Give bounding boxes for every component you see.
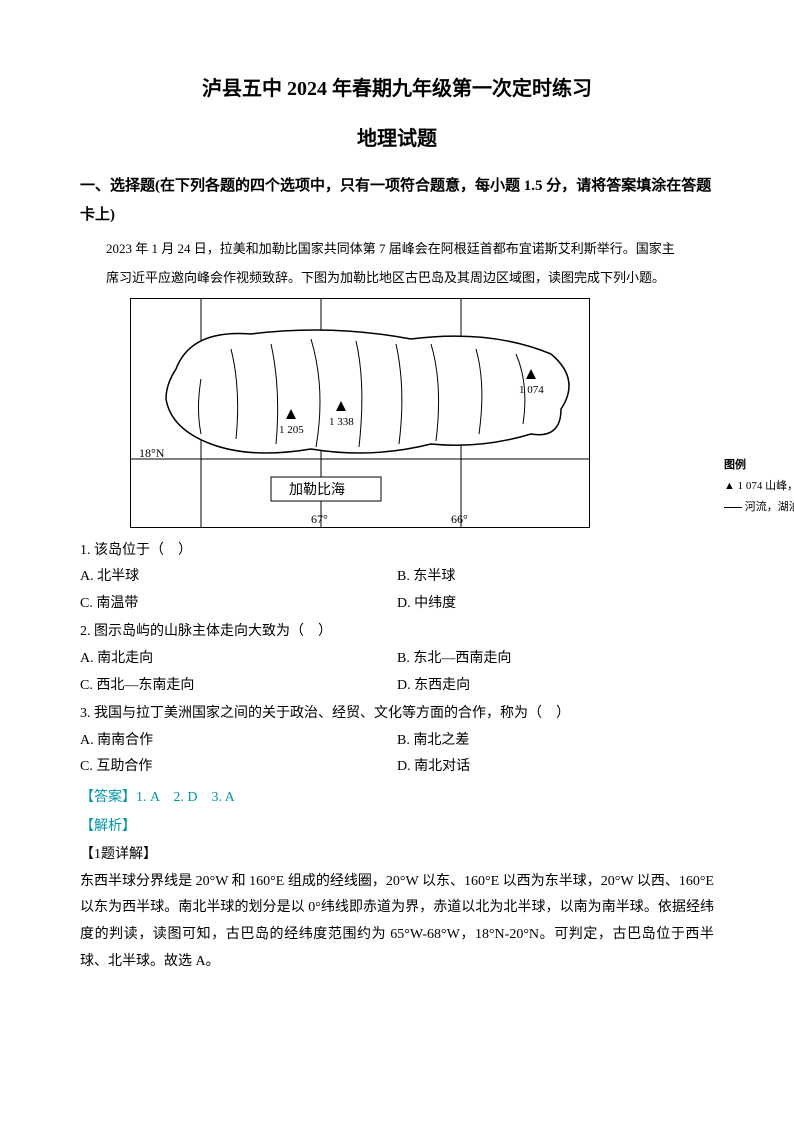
section-1-heading: 一、选择题(在下列各题的四个选项中，只有一项符合题意，每小题 1.5 分，请将答… [80,172,714,229]
peak-1074: 1 074 [519,384,544,396]
explain-1-body: 东西半球分界线是 20°W 和 160°E 组成的经线圈，20°W 以东、160… [80,869,714,975]
exam-title-sub: 地理试题 [80,120,714,158]
q2-stem: 2. 图示岛屿的山脉主体走向大致为（ ） [80,619,714,646]
explain-1-head: 【1题详解】 [80,842,714,869]
legend-river-label: 河流，湖泊 [745,501,794,513]
q1-opt-b: B. 东半球 [397,564,714,591]
sea-label: 加勒比海 [289,482,345,498]
map-legend: 图例 ▲ 1 074 山峰，海拔/m 河流，湖泊 [724,455,794,518]
lon-67: 67° [311,512,328,526]
q1-stem: 1. 该岛位于（ ） [80,538,714,565]
map-container: 1 205 1 338 1 074 加勒比海 18°N 67° 66° 图例 ▲… [80,298,714,528]
peak-1205: 1 205 [279,424,304,436]
q3-stem: 3. 我国与拉丁美洲国家之间的关于政治、经贸、文化等方面的合作，称为（ ） [80,701,714,728]
q2-opt-b: B. 东北—西南走向 [397,646,714,673]
q2-opt-a: A. 南北走向 [80,646,397,673]
passage-line-2: 席习近平应邀向峰会作视频致辞。下图为加勒比地区古巴岛及其周边区域图，读图完成下列… [80,264,714,291]
q3-opt-d: D. 南北对话 [397,754,714,781]
legend-river-row: 河流，湖泊 [724,497,794,518]
answers-line: 【答案】1. A 2. D 3. A [80,785,714,812]
q1-opt-c: C. 南温带 [80,591,397,618]
lat-18n: 18°N [139,446,165,460]
legend-peak-label: 山峰，海拔/m [765,480,794,492]
q1-opt-d: D. 中纬度 [397,591,714,618]
q3-opt-b: B. 南北之差 [397,728,714,755]
lon-66: 66° [451,512,468,526]
map-figure: 1 205 1 338 1 074 加勒比海 18°N 67° 66° [130,298,590,528]
exam-title-main: 泸县五中 2024 年春期九年级第一次定时练习 [80,70,714,108]
legend-title: 图例 [724,455,794,476]
q2-opt-c: C. 西北—东南走向 [80,673,397,700]
map-svg: 1 205 1 338 1 074 加勒比海 18°N 67° 66° [131,299,590,528]
q1-opt-a: A. 北半球 [80,564,397,591]
passage-line-1: 2023 年 1 月 24 日，拉美和加勒比国家共同体第 7 届峰会在阿根廷首都… [80,235,714,262]
legend-peak-row: ▲ 1 074 山峰，海拔/m [724,476,794,497]
analysis-label: 【解析】 [80,814,714,841]
q3-opt-c: C. 互助合作 [80,754,397,781]
q3-opt-a: A. 南南合作 [80,728,397,755]
legend-peak-value: 1 074 [738,480,763,492]
peak-1338: 1 338 [329,416,354,428]
q2-opt-d: D. 东西走向 [397,673,714,700]
